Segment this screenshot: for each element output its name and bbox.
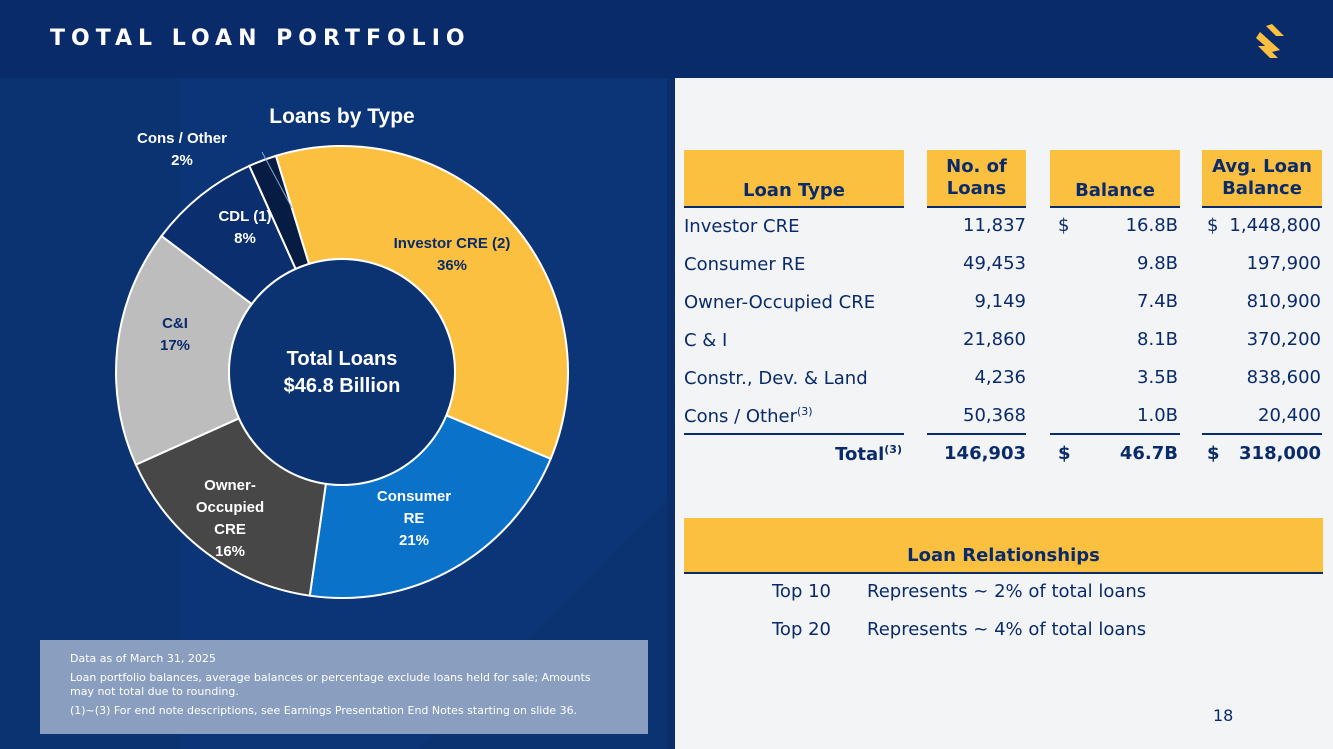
row-balance: 9.8B [1137,253,1178,274]
leader-line [261,151,293,209]
row-balance: 1.0B [1137,405,1178,426]
total-rule [1202,433,1322,435]
chart-panel: Loans by Type Total Loans $46.8 Billion … [0,78,667,749]
total-rule [927,433,1026,435]
total-label: Total(3) [684,443,902,465]
total-label-text: Total [835,444,885,465]
row-avg-dollar-sign: $ [1207,215,1219,236]
row-avg-balance: 370,200 [1246,329,1321,350]
total-balance: 46.7B [1119,443,1178,464]
row-loan-type-sup: (3) [796,405,813,418]
center-label-line2: $46.8 Billion [284,375,401,397]
header-bar: TOTAL LOAN PORTFOLIO [0,0,1333,78]
relationship-label: Top 20 [772,619,832,640]
donut-chart: Loans by Type Total Loans $46.8 Billion … [115,78,667,749]
relationship-label: Top 10 [772,581,832,602]
header-loan-type: Loan Type [684,150,904,208]
page-number: 18 [1213,706,1234,725]
row-no-of-loans: 21,860 [963,329,1026,350]
slice-label: Occupied [196,499,264,516]
row-no-of-loans: 11,837 [963,215,1026,236]
row-avg-balance: 20,400 [1258,405,1321,426]
header-avg-balance-line1: Avg. Loan [1212,156,1312,177]
total-rule [684,433,904,435]
slice-label: C&I [162,315,188,332]
total-dollar-sign: $ [1058,443,1071,464]
slice-label: Investor CRE (2) [394,235,511,252]
slice-pct-label: 36% [437,257,467,274]
row-loan-type: Constr., Dev. & Land [684,367,868,389]
total-avg-dollar-sign: $ [1207,443,1220,464]
relationship-text: Represents ~ 4% of total loans [867,619,1147,640]
row-avg-balance: 810,900 [1246,291,1321,312]
row-dollar-sign: $ [1058,215,1070,236]
slice-pct-label: 2% [171,152,193,169]
notes-text: Loan portfolio balances, average balance… [70,671,591,698]
total-rule [1050,433,1180,435]
notes-endnotes: (1)~(3) For end note descriptions, see E… [70,704,578,717]
row-loan-type-text: Constr., Dev. & Land [684,368,868,389]
row-loan-type: Owner-Occupied CRE [684,291,875,313]
donut-hole [228,258,456,486]
slice-pct-label: 21% [399,532,429,549]
header-avg-balance-line2: Balance [1222,178,1302,199]
slice-pct-label: 16% [215,543,245,560]
chart-title: Loans by Type [269,105,414,128]
total-label-sup: (3) [884,443,902,456]
slice-label: Consumer [377,488,451,505]
row-loan-type: C & I [684,329,727,351]
slice-label: Owner- [204,477,256,494]
row-loan-type: Cons / Other(3) [684,405,813,427]
row-avg-balance: 1,448,800 [1229,215,1321,236]
row-balance: 16.8B [1125,215,1178,236]
page-title: TOTAL LOAN PORTFOLIO [50,26,471,51]
logo-icon [1256,24,1284,58]
header-balance: Balance [1050,150,1180,208]
row-loan-type: Consumer RE [684,253,805,275]
relationships-header: Loan Relationships [684,518,1323,574]
row-loan-type-text: Consumer RE [684,254,806,275]
slice-label: Cons / Other [137,130,227,147]
slice-label: CDL (1) [218,208,271,225]
row-avg-balance: 197,900 [1246,253,1321,274]
row-no-of-loans: 4,236 [974,367,1026,388]
row-loan-type-text: Cons / Other [684,406,797,427]
header-no-of-loans-line1: No. of [946,156,1007,177]
notes-date: Data as of March 31, 2025 [70,652,216,665]
row-no-of-loans: 50,368 [963,405,1026,426]
header-avg-balance: Avg. Loan Balance [1202,150,1322,208]
notes-box: Data as of March 31, 2025 Loan portfolio… [40,640,648,734]
center-label-line1: Total Loans [287,348,398,370]
row-loan-type: Investor CRE [684,215,799,237]
row-avg-balance: 838,600 [1246,367,1321,388]
slice-label: CRE [214,521,246,538]
slice-label: RE [404,510,425,527]
slice-pct-label: 8% [234,230,256,247]
row-loan-type-text: Investor CRE [684,216,800,237]
row-balance: 7.4B [1137,291,1178,312]
header-no-of-loans-line2: Loans [946,178,1007,199]
total-avg-balance: 318,000 [1239,443,1321,464]
row-loan-type-text: C & I [684,330,728,351]
relationship-text: Represents ~ 2% of total loans [867,581,1147,602]
total-loans: 146,903 [944,443,1026,464]
row-no-of-loans: 49,453 [963,253,1026,274]
row-balance: 3.5B [1137,367,1178,388]
header-no-of-loans: No. of Loans [927,150,1026,208]
row-balance: 8.1B [1137,329,1178,350]
row-no-of-loans: 9,149 [974,291,1026,312]
row-loan-type-text: Owner-Occupied CRE [684,292,876,313]
slice-pct-label: 17% [160,337,190,354]
